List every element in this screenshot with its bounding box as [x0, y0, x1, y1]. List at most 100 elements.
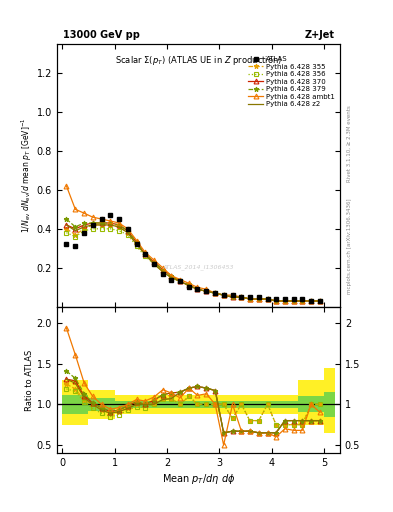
ATLAS [116, 216, 121, 222]
Pythia 6.428 379 [82, 220, 86, 226]
Pythia 6.428 ambt1 [116, 220, 121, 226]
Pythia 6.428 356 [64, 230, 69, 236]
Pythia 6.428 370 [221, 292, 226, 298]
Pythia 6.428 355 [300, 298, 305, 304]
Pythia 6.428 356 [99, 226, 104, 232]
Pythia 6.428 379 [125, 228, 130, 234]
Pythia 6.428 379 [230, 294, 235, 300]
ATLAS [300, 296, 305, 302]
Pythia 6.428 z2 [125, 230, 130, 236]
Pythia 6.428 370 [213, 290, 218, 296]
Text: mcplots.cern.ch [arXiv:1306.3436]: mcplots.cern.ch [arXiv:1306.3436] [347, 198, 352, 293]
Pythia 6.428 ambt1 [64, 183, 69, 189]
Pythia 6.428 379 [248, 296, 252, 302]
Line: Pythia 6.428 355: Pythia 6.428 355 [64, 223, 323, 304]
Pythia 6.428 379 [169, 272, 174, 279]
Line: Pythia 6.428 379: Pythia 6.428 379 [64, 217, 323, 304]
Pythia 6.428 z2 [221, 292, 226, 298]
Pythia 6.428 z2 [283, 298, 287, 304]
Legend: ATLAS, Pythia 6.428 355, Pythia 6.428 356, Pythia 6.428 370, Pythia 6.428 379, P: ATLAS, Pythia 6.428 355, Pythia 6.428 35… [247, 55, 336, 109]
Pythia 6.428 355 [239, 294, 244, 300]
Pythia 6.428 355 [248, 296, 252, 302]
Pythia 6.428 356 [318, 298, 322, 304]
Pythia 6.428 379 [274, 298, 278, 304]
Pythia 6.428 355 [73, 231, 78, 238]
Pythia 6.428 370 [265, 296, 270, 302]
Pythia 6.428 370 [108, 220, 113, 226]
Line: Pythia 6.428 z2: Pythia 6.428 z2 [66, 225, 320, 301]
Pythia 6.428 379 [265, 296, 270, 302]
Pythia 6.428 370 [125, 228, 130, 234]
Pythia 6.428 z2 [73, 228, 78, 234]
Pythia 6.428 370 [204, 288, 209, 294]
Pythia 6.428 355 [283, 298, 287, 304]
Pythia 6.428 370 [99, 220, 104, 226]
ATLAS [274, 296, 278, 302]
Pythia 6.428 356 [125, 231, 130, 238]
Pythia 6.428 379 [300, 298, 305, 304]
Pythia 6.428 ambt1 [73, 206, 78, 212]
Line: Pythia 6.428 ambt1: Pythia 6.428 ambt1 [64, 183, 323, 304]
Pythia 6.428 370 [274, 298, 278, 304]
Pythia 6.428 356 [82, 228, 86, 234]
Pythia 6.428 355 [230, 294, 235, 300]
Pythia 6.428 ambt1 [134, 238, 139, 244]
Pythia 6.428 355 [292, 298, 296, 304]
ATLAS [213, 290, 218, 296]
Pythia 6.428 ambt1 [90, 214, 95, 220]
Pythia 6.428 355 [178, 279, 182, 285]
Pythia 6.428 370 [82, 222, 86, 228]
ATLAS [221, 292, 226, 298]
Pythia 6.428 ambt1 [160, 265, 165, 271]
Pythia 6.428 370 [309, 298, 314, 304]
Text: Z+Jet: Z+Jet [304, 30, 334, 39]
Pythia 6.428 ambt1 [292, 298, 296, 304]
Pythia 6.428 356 [213, 290, 218, 296]
Pythia 6.428 z2 [99, 222, 104, 228]
Pythia 6.428 379 [160, 267, 165, 273]
Pythia 6.428 379 [204, 288, 209, 294]
Pythia 6.428 370 [256, 296, 261, 302]
Pythia 6.428 379 [309, 298, 314, 304]
ATLAS [169, 276, 174, 283]
Pythia 6.428 356 [230, 294, 235, 300]
Pythia 6.428 ambt1 [300, 298, 305, 304]
Pythia 6.428 ambt1 [274, 298, 278, 304]
ATLAS [90, 222, 95, 228]
Pythia 6.428 379 [187, 282, 191, 288]
Pythia 6.428 379 [116, 222, 121, 228]
Pythia 6.428 356 [221, 292, 226, 298]
Pythia 6.428 355 [274, 298, 278, 304]
ATLAS [152, 261, 156, 267]
Pythia 6.428 356 [195, 286, 200, 292]
ATLAS [160, 271, 165, 277]
Pythia 6.428 z2 [274, 298, 278, 304]
X-axis label: Mean $p_T/d\eta\ d\phi$: Mean $p_T/d\eta\ d\phi$ [162, 472, 235, 486]
Pythia 6.428 370 [230, 294, 235, 300]
Pythia 6.428 370 [73, 226, 78, 232]
Pythia 6.428 ambt1 [318, 298, 322, 304]
Pythia 6.428 z2 [90, 222, 95, 228]
ATLAS [134, 241, 139, 247]
Pythia 6.428 ambt1 [221, 292, 226, 298]
ATLAS [248, 294, 252, 300]
Pythia 6.428 379 [64, 216, 69, 222]
Pythia 6.428 379 [178, 279, 182, 285]
Pythia 6.428 355 [204, 288, 209, 294]
Pythia 6.428 z2 [64, 222, 69, 228]
Pythia 6.428 z2 [239, 294, 244, 300]
Pythia 6.428 370 [134, 240, 139, 246]
ATLAS [230, 292, 235, 298]
Y-axis label: Ratio to ATLAS: Ratio to ATLAS [25, 349, 34, 411]
Pythia 6.428 z2 [187, 282, 191, 288]
Pythia 6.428 379 [108, 220, 113, 226]
Pythia 6.428 z2 [160, 269, 165, 275]
ATLAS [292, 296, 296, 302]
Pythia 6.428 370 [169, 272, 174, 279]
ATLAS [178, 279, 182, 285]
Text: 13000 GeV pp: 13000 GeV pp [62, 30, 140, 39]
ATLAS [125, 226, 130, 232]
Pythia 6.428 ambt1 [204, 286, 209, 292]
ATLAS [73, 243, 78, 249]
Pythia 6.428 370 [160, 267, 165, 273]
